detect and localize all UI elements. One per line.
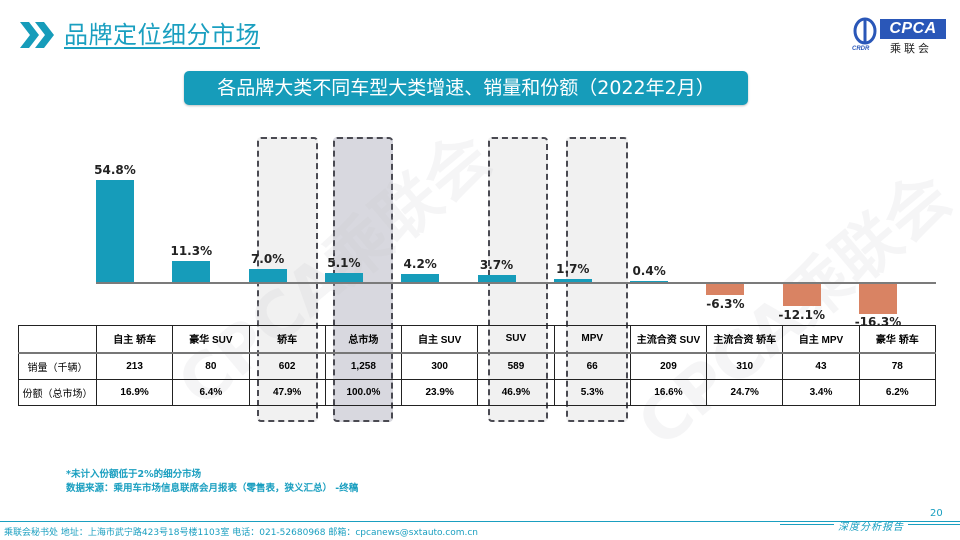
table-cell: 100.0% bbox=[324, 379, 403, 406]
sales-share-table: 自主 轿车 豪华 SUV 轿车 总市场 自主 SUV SUV MPV 主流合资 … bbox=[18, 325, 937, 406]
column-header: 豪华 轿车 bbox=[858, 325, 937, 353]
table-cell: 5.3% bbox=[553, 379, 631, 406]
column-header: 自主 SUV bbox=[401, 325, 479, 353]
svg-text:CRDR: CRDR bbox=[852, 46, 870, 51]
logo-subtitle: 乘联会 bbox=[890, 42, 932, 55]
bar bbox=[172, 260, 211, 282]
table-cell: 209 bbox=[629, 351, 708, 380]
bar bbox=[401, 274, 440, 282]
column-header: 轿车 bbox=[248, 325, 326, 353]
table-cell: 78 bbox=[858, 351, 937, 380]
column-header: 主流合资 轿车 bbox=[706, 325, 784, 353]
data-source-note: 数据来源：乘用车市场信息联席会月报表（零售表，狭义汇总） -终稿 bbox=[66, 483, 359, 494]
column-header: 豪华 SUV bbox=[172, 325, 250, 353]
column-header: MPV bbox=[553, 325, 631, 353]
footer-contact: 乘联会秘书处 地址：上海市武宁路423号18号楼1103室 电话：021-526… bbox=[4, 528, 479, 538]
table-row-share: 份额（总市场） 16.9% 6.4% 47.9% 100.0% 23.9% 46… bbox=[18, 379, 937, 406]
bar-value-label: -6.3% bbox=[706, 296, 745, 311]
table-cell: 47.9% bbox=[248, 379, 326, 406]
growth-bar-chart: 54.8% 11.3% 7.0% 5.1% 4.2% 3.7% 1.7% 0.4% -6.3% -… bbox=[94, 140, 936, 329]
footer-divider bbox=[0, 521, 960, 522]
table-cell: 589 bbox=[477, 351, 555, 380]
logo-brand: CPCA bbox=[880, 19, 946, 39]
footnote: *未计入份额低于2%的细分市场 bbox=[66, 469, 202, 480]
bar-value-label: 4.2% bbox=[403, 257, 437, 272]
table-cell: 3.4% bbox=[782, 379, 860, 406]
bar-value-label: 11.3% bbox=[170, 243, 213, 258]
cpca-logo: CRDR CPCA 乘联会 bbox=[852, 17, 952, 55]
table-cell: 1,258 bbox=[324, 351, 403, 380]
table-cell: 310 bbox=[706, 351, 784, 380]
table-cell: 43 bbox=[782, 351, 860, 380]
bar bbox=[859, 283, 897, 314]
bar-value-label: 0.4% bbox=[632, 263, 666, 278]
row-label: 份额（总市场） bbox=[18, 379, 97, 406]
chart-title-banner: 各品牌大类不同车型大类增速、销量和份额（2022年2月） bbox=[184, 71, 748, 105]
bar bbox=[96, 180, 134, 282]
table-cell: 300 bbox=[401, 351, 479, 380]
table-header-row: 自主 轿车 豪华 SUV 轿车 总市场 自主 SUV SUV MPV 主流合资 … bbox=[18, 325, 937, 353]
table-cell: 16.9% bbox=[95, 379, 174, 406]
bar-value-label: -12.1% bbox=[778, 307, 825, 322]
table-cell: 80 bbox=[172, 351, 250, 380]
column-header: 自主 MPV bbox=[782, 325, 860, 353]
table-cell: 6.4% bbox=[172, 379, 250, 406]
column-header: 自主 轿车 bbox=[95, 325, 174, 353]
table-cell: 602 bbox=[248, 351, 326, 380]
bar bbox=[706, 283, 745, 296]
bar bbox=[553, 278, 592, 282]
bar-value-label: 3.7% bbox=[479, 258, 514, 273]
table-cell: 46.9% bbox=[477, 379, 555, 406]
column-header: 主流合资 SUV bbox=[629, 325, 708, 353]
bar-value-label: 5.1% bbox=[327, 255, 361, 270]
row-label: 销量（千辆） bbox=[18, 351, 97, 380]
column-header: SUV bbox=[477, 325, 555, 353]
table-cell: 6.2% bbox=[858, 379, 937, 406]
bar bbox=[248, 268, 287, 282]
bar-value-label: 7.0% bbox=[250, 251, 285, 266]
table-cell: 24.7% bbox=[706, 379, 784, 406]
cpca-emblem-icon: CRDR bbox=[852, 17, 877, 51]
chart-zero-axis bbox=[96, 282, 936, 284]
table-corner-cell bbox=[18, 325, 97, 353]
bar bbox=[782, 283, 821, 307]
bar bbox=[477, 275, 516, 282]
table-cell: 23.9% bbox=[401, 379, 479, 406]
table-row-sales: 销量（千辆） 213 80 602 1,258 300 589 66 209 3… bbox=[18, 351, 937, 380]
bar-value-label: 54.8% bbox=[94, 163, 136, 177]
page-number: 20 bbox=[930, 508, 943, 519]
table-cell: 66 bbox=[553, 351, 631, 380]
chevron-double-right-icon bbox=[20, 22, 54, 48]
bar-value-label: 1.7% bbox=[556, 261, 590, 276]
page-title: 品牌定位细分市场 bbox=[64, 21, 260, 49]
table-cell: 213 bbox=[95, 351, 174, 380]
bar bbox=[324, 272, 363, 282]
bar bbox=[630, 280, 669, 282]
column-header: 总市场 bbox=[324, 325, 403, 353]
table-cell: 16.6% bbox=[629, 379, 708, 406]
